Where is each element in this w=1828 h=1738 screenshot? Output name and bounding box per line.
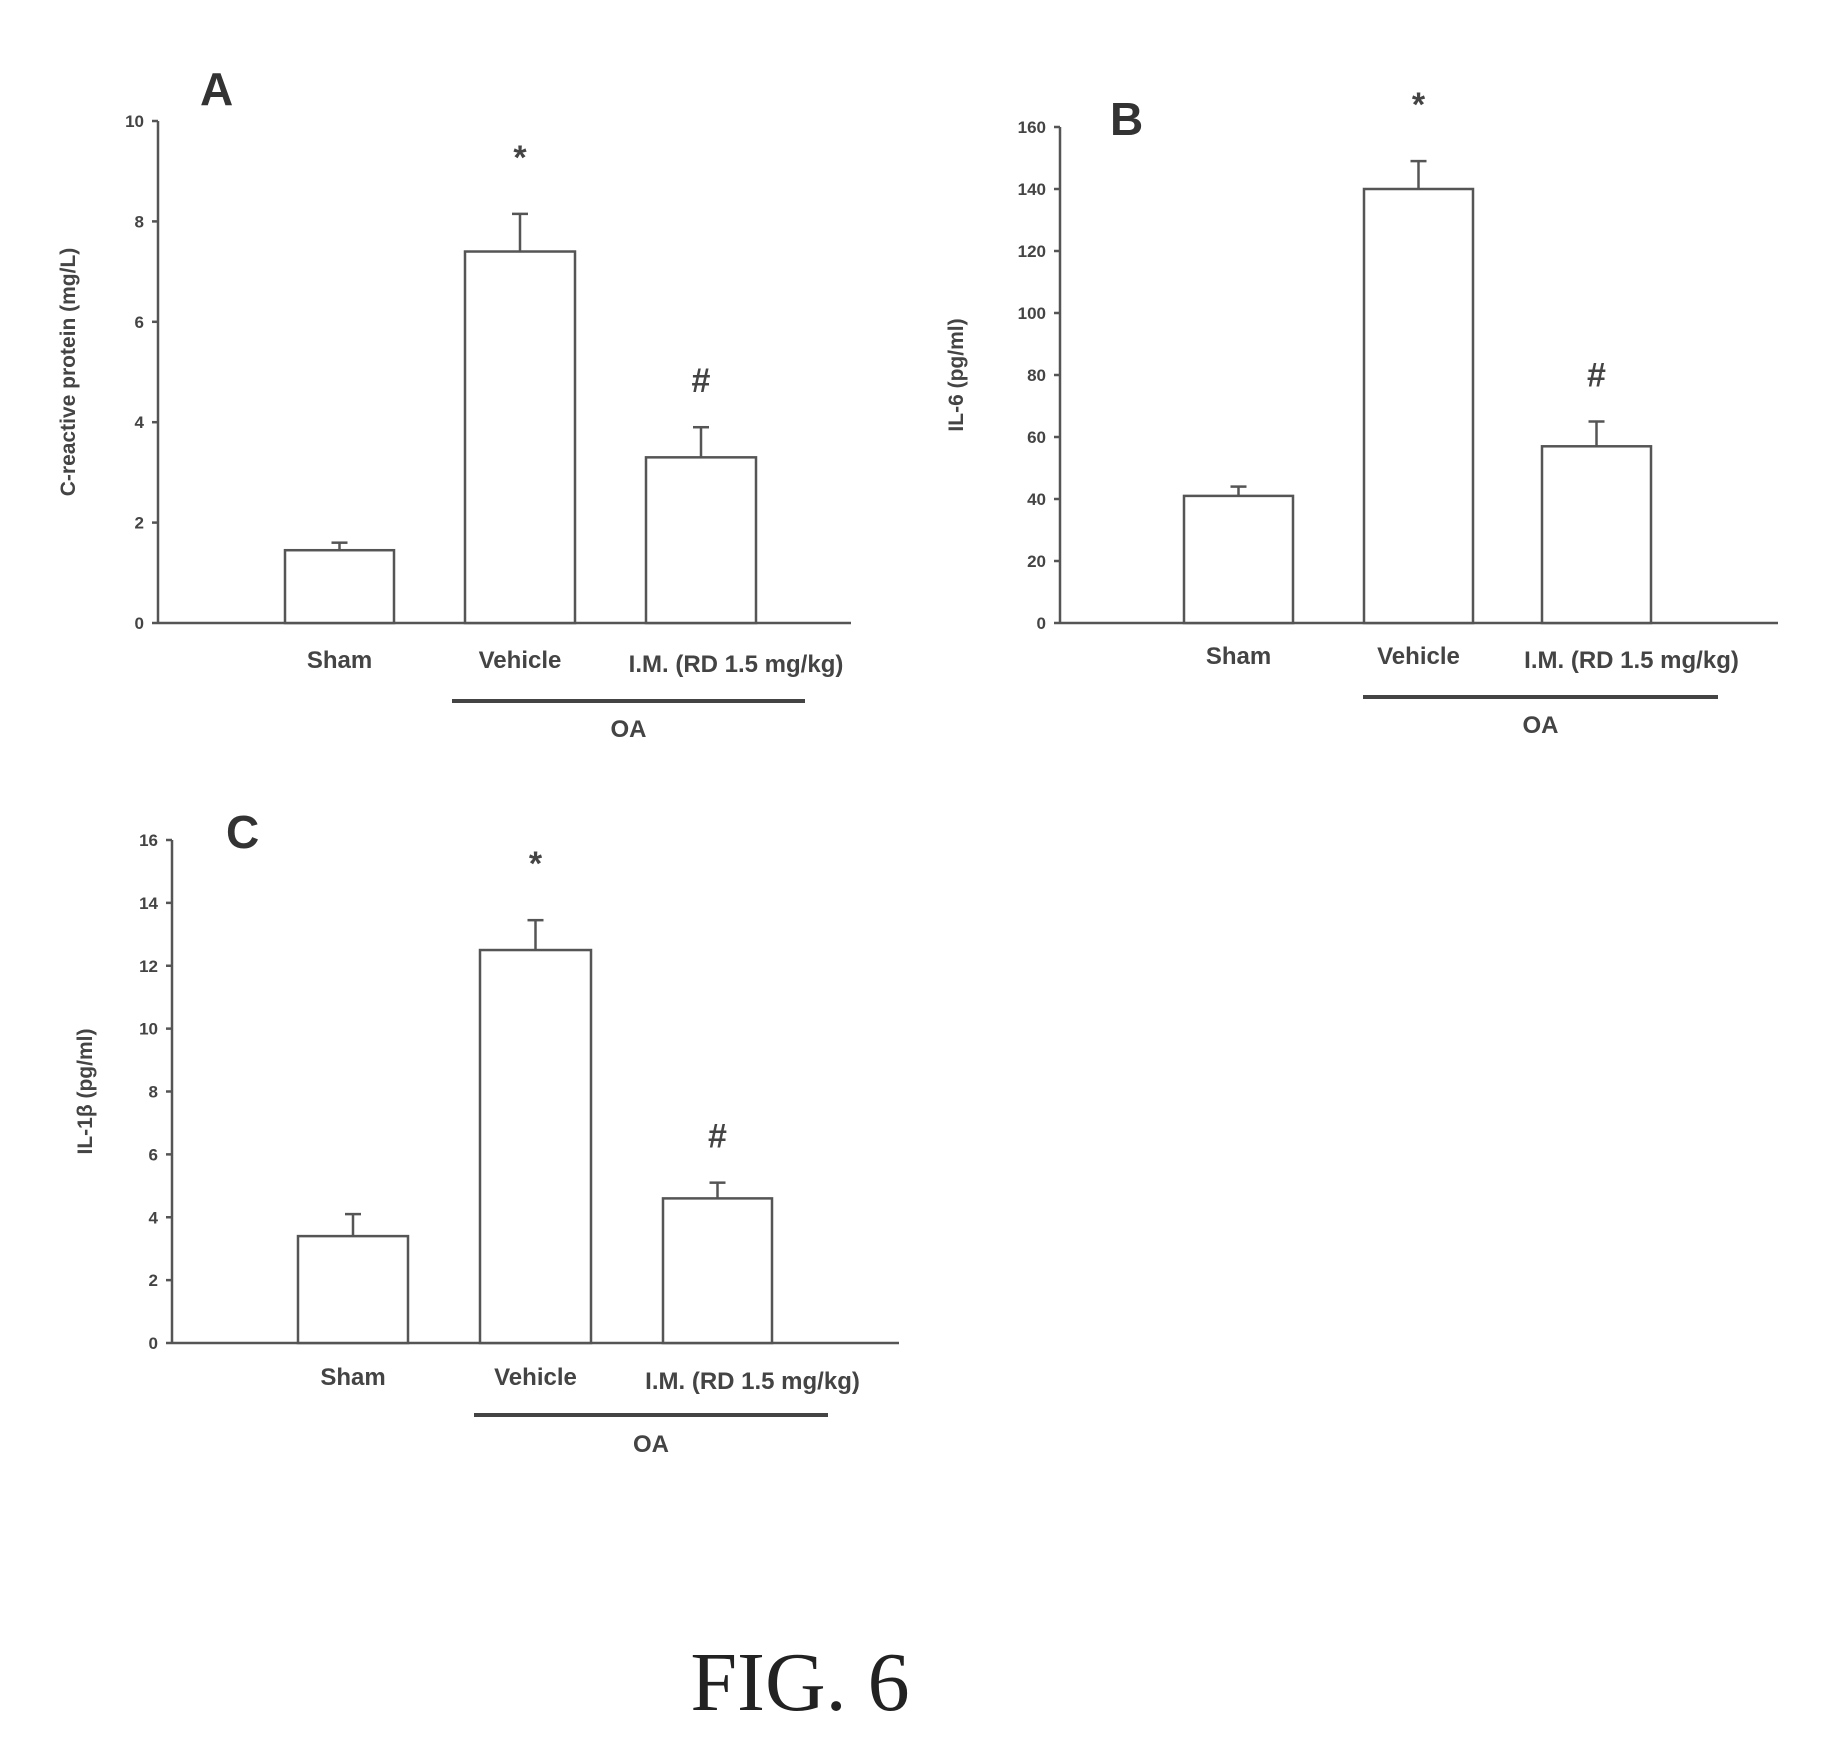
panel-a-category-label-2: Vehicle <box>479 647 562 674</box>
panel-b-category-label-3: I.M. (RD 1.5 mg/kg) <box>1524 647 1739 674</box>
panel-c-y-tick-label: 0 <box>149 1334 158 1353</box>
panel-c-y-tick-label: 8 <box>149 1083 158 1102</box>
panel-b-y-tick-label: 100 <box>1018 304 1046 323</box>
panel-c-y-tick-label: 14 <box>139 894 158 913</box>
figure-label: FIG. 6 <box>690 1636 909 1729</box>
panel-a-y-tick-label: 2 <box>135 514 144 533</box>
panel-a-bar-2 <box>465 252 575 623</box>
panel-b-y-tick-label: 0 <box>1037 614 1046 633</box>
panel-c-group-label: OA <box>633 1431 669 1458</box>
panel-c-label: C <box>226 806 259 858</box>
panel-b-y-tick-label: 80 <box>1027 366 1046 385</box>
panel-b-significance-3: # <box>1587 357 1606 395</box>
panel-c-y-tick-label: 12 <box>139 957 158 976</box>
panel-a-label: A <box>200 63 233 115</box>
panel-a-category-label-1: Sham <box>307 647 372 674</box>
panel-b-bar-2 <box>1364 189 1473 623</box>
panel-b-group-label: OA <box>1523 712 1559 739</box>
panel-a-significance-3: # <box>692 362 711 400</box>
panel-c-y-tick-label: 4 <box>149 1208 159 1227</box>
panel-b-y-tick-label: 60 <box>1027 428 1046 447</box>
panel-a-category-label-3: I.M. (RD 1.5 mg/kg) <box>629 651 844 678</box>
panel-a-y-axis-label: C-reactive protein (mg/L) <box>57 248 80 497</box>
panel-c-significance-3: # <box>708 1118 727 1156</box>
panel-b-y-tick-label: 120 <box>1018 242 1046 261</box>
panel-a-y-tick-label: 8 <box>135 212 144 231</box>
panel-b-bar-3 <box>1542 446 1651 623</box>
panel-a-group-label: OA <box>611 716 647 743</box>
panel-c-bar-1 <box>298 1236 408 1343</box>
panel-c-y-tick-label: 10 <box>139 1020 158 1039</box>
panel-a-significance-2: * <box>513 139 527 177</box>
panel-c-y-tick-label: 2 <box>149 1271 158 1290</box>
panel-c-bar-2 <box>480 950 591 1343</box>
panel-a-y-tick-label: 10 <box>125 112 144 131</box>
panel-b-y-axis-label: IL-6 (pg/ml) <box>945 318 968 431</box>
panel-a-y-tick-label: 6 <box>135 313 144 332</box>
panel-c-y-tick-label: 16 <box>139 831 158 850</box>
panel-c-significance-2: * <box>529 845 543 883</box>
panel-c-category-label-2: Vehicle <box>494 1364 577 1391</box>
panel-b-category-label-1: Sham <box>1206 643 1271 670</box>
panel-b-y-tick-label: 40 <box>1027 490 1046 509</box>
panel-b-category-label-2: Vehicle <box>1377 643 1460 670</box>
panel-b-y-tick-label: 140 <box>1018 180 1046 199</box>
panel-a-y-tick-label: 0 <box>135 614 144 633</box>
panel-b-significance-2: * <box>1412 86 1426 124</box>
panel-c-y-axis-label: IL-1β (pg/ml) <box>74 1029 97 1155</box>
panel-b-bar-1 <box>1184 496 1293 623</box>
panel-c-y-tick-label: 6 <box>149 1145 158 1164</box>
panel-b-label: B <box>1110 93 1143 145</box>
figure-canvas: FIG. 6 A 0 2 4 6 8 10 C-reactive protein (mg/L)… <box>0 0 1828 1738</box>
panel-b-y-tick-label: 160 <box>1018 118 1046 137</box>
panel-c-category-label-3: I.M. (RD 1.5 mg/kg) <box>645 1368 860 1395</box>
panel-a-bar-1 <box>285 550 394 623</box>
panel-a-y-tick-label: 4 <box>135 413 145 432</box>
panel-b-y-tick-label: 20 <box>1027 552 1046 571</box>
panel-c-bar-3 <box>663 1198 772 1343</box>
panel-c-category-label-1: Sham <box>320 1364 385 1391</box>
panel-a-bar-3 <box>646 457 756 623</box>
